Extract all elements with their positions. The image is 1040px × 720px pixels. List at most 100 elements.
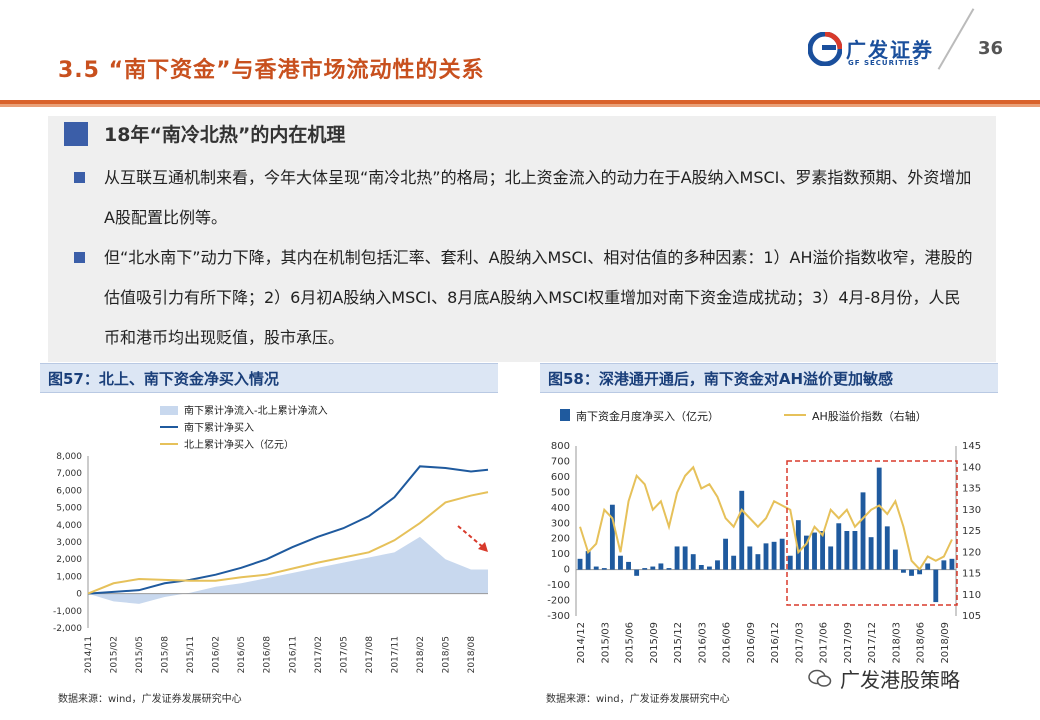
series-line-southbound xyxy=(87,465,489,595)
y-left-tick-label: 600 xyxy=(551,472,570,483)
trend-arrow-icon xyxy=(457,525,488,552)
bar-monthly-net-buy xyxy=(917,569,923,575)
x-tick-label: 2018/02 xyxy=(416,636,426,673)
y-left-tick-label: 800 xyxy=(551,441,570,452)
bar-monthly-net-buy xyxy=(634,569,640,576)
header-rule xyxy=(0,100,1040,104)
y-tick-label: 4,000 xyxy=(56,521,82,531)
bar-monthly-net-buy xyxy=(650,566,656,570)
x-tick-label: 2017/11 xyxy=(390,636,400,673)
series-area-net-flow xyxy=(88,536,488,604)
x-tick-label: 2018/05 xyxy=(441,636,451,673)
y-left-tick-label: 200 xyxy=(551,534,570,545)
x-tick-label: 2016/06 xyxy=(722,622,733,664)
source-note: 数据来源：wind，广发证券发展研究中心 xyxy=(546,694,730,705)
bar-monthly-net-buy xyxy=(852,531,858,570)
x-tick-label: 2015/08 xyxy=(161,636,171,674)
bar-monthly-net-buy xyxy=(682,546,688,570)
x-tick-label: 2016/09 xyxy=(746,622,757,664)
bar-monthly-net-buy xyxy=(795,520,801,570)
y-left-tick-label: -200 xyxy=(547,596,570,607)
watermark-text: 广发港股策略 xyxy=(840,668,960,692)
x-tick-label: 2018/06 xyxy=(916,622,927,664)
bar-monthly-net-buy xyxy=(949,558,955,570)
y-right-tick-label: 130 xyxy=(962,505,981,516)
section-panel xyxy=(48,116,996,362)
bar-monthly-net-buy xyxy=(585,551,591,570)
y-left-tick-label: 100 xyxy=(551,549,570,560)
y-right-tick-label: 115 xyxy=(962,569,981,580)
y-left-tick-label: 300 xyxy=(551,518,570,529)
bullet-item: 从互联互通机制来看，今年大体呈现“南冷北热”的格局；北上资金流入的动力在于A股纳… xyxy=(74,158,974,238)
bar-monthly-net-buy xyxy=(901,569,906,573)
bar-monthly-net-buy xyxy=(755,554,761,570)
heading-square-icon xyxy=(64,121,88,146)
bar-monthly-net-buy xyxy=(909,569,914,576)
bar-monthly-net-buy xyxy=(868,537,874,570)
x-tick-label: 2017/03 xyxy=(794,622,805,664)
bar-monthly-net-buy xyxy=(609,504,615,570)
y-left-tick-label: 700 xyxy=(551,456,570,467)
bar-monthly-net-buy xyxy=(706,566,712,570)
x-tick-label: 2016/05 xyxy=(237,636,247,673)
x-tick-label: 2017/02 xyxy=(314,636,324,673)
x-tick-label: 2017/08 xyxy=(365,636,375,674)
x-tick-label: 2018/08 xyxy=(467,636,477,674)
x-tick-label: 2015/03 xyxy=(600,622,611,664)
bullet-square-icon xyxy=(74,252,85,263)
section-heading: 18年“南冷北热”的内在机理 xyxy=(64,120,345,147)
y-left-tick-label: -100 xyxy=(547,580,570,591)
y-left-tick-label: 400 xyxy=(551,503,570,514)
bar-monthly-net-buy xyxy=(723,538,728,570)
y-tick-label: 3,000 xyxy=(56,538,82,548)
figure-58-title: 图58：深港通开通后，南下资金对AH溢价更加敏感 xyxy=(540,363,998,393)
chart-southbound-northbound: 8,000 7,000 6,000 5,000 4,000 3,000 2,000 1,000… xyxy=(53,404,489,674)
y-left-tick-label: 500 xyxy=(551,487,570,498)
bar-monthly-net-buy xyxy=(876,467,882,570)
bar-monthly-net-buy xyxy=(626,561,631,570)
y-right-tick-label: 110 xyxy=(962,590,981,601)
bullet-item: 但“北水南下”动力下降，其内在机制包括汇率、套利、A股纳入MSCI、相对估值的多… xyxy=(74,238,974,358)
bar-monthly-net-buy xyxy=(860,492,866,570)
y-tick-label: -2,000 xyxy=(53,624,82,634)
bar-monthly-net-buy xyxy=(690,554,696,570)
x-tick-label: 2018/03 xyxy=(891,622,902,664)
x-tick-label: 2014/11 xyxy=(84,636,94,673)
logo-text-en: GF SECURITIES xyxy=(848,59,920,67)
x-tick-label: 2014/12 xyxy=(576,622,587,664)
y-tick-label: -1,000 xyxy=(53,607,82,617)
bar-monthly-net-buy xyxy=(674,546,680,570)
x-tick-label: 2016/02 xyxy=(212,636,222,673)
x-tick-label: 2016/11 xyxy=(288,636,298,673)
bar-monthly-net-buy xyxy=(828,546,834,570)
bar-monthly-net-buy xyxy=(601,568,607,570)
y-tick-label: 7,000 xyxy=(56,469,82,479)
source-note: 数据来源：wind，广发证券发展研究中心 xyxy=(58,694,242,705)
y-tick-label: 1,000 xyxy=(56,572,82,582)
y-right-tick-label: 140 xyxy=(962,462,981,473)
series-line-northbound xyxy=(87,491,489,595)
y-right-tick-label: 125 xyxy=(962,526,981,537)
watermark: 广发港股策略 xyxy=(808,664,960,693)
bar-monthly-net-buy xyxy=(698,565,704,570)
bar-monthly-net-buy xyxy=(763,543,769,570)
x-tick-label: 2016/12 xyxy=(770,622,781,664)
bar-monthly-net-buy xyxy=(731,555,737,570)
chart-southbound-ah-premium: 800 700 600 500 400 300 200 100 0 -100 -200 -300 14… xyxy=(547,409,981,664)
bar-monthly-net-buy xyxy=(787,555,793,570)
y-tick-label: 8,000 xyxy=(56,452,82,462)
x-tick-label: 2016/03 xyxy=(697,622,708,664)
page-title: 3.5 “南下资金”与香港市场流动性的关系 xyxy=(58,58,485,83)
x-tick-label: 2015/12 xyxy=(673,622,684,664)
series-line-ah-premium xyxy=(579,465,953,571)
x-tick-label: 2017/09 xyxy=(843,622,854,664)
x-tick-label: 2015/05 xyxy=(135,636,145,673)
bar-monthly-net-buy xyxy=(658,563,664,570)
legend-label: 南下累计净买入 xyxy=(184,421,254,434)
y-right-tick-label: 145 xyxy=(962,441,981,452)
x-tick-label: 2016/08 xyxy=(263,636,273,674)
y-right-tick-label: 135 xyxy=(962,484,981,495)
bar-monthly-net-buy xyxy=(836,523,842,570)
bar-monthly-net-buy xyxy=(577,558,583,570)
gf-logo-icon xyxy=(808,32,842,66)
